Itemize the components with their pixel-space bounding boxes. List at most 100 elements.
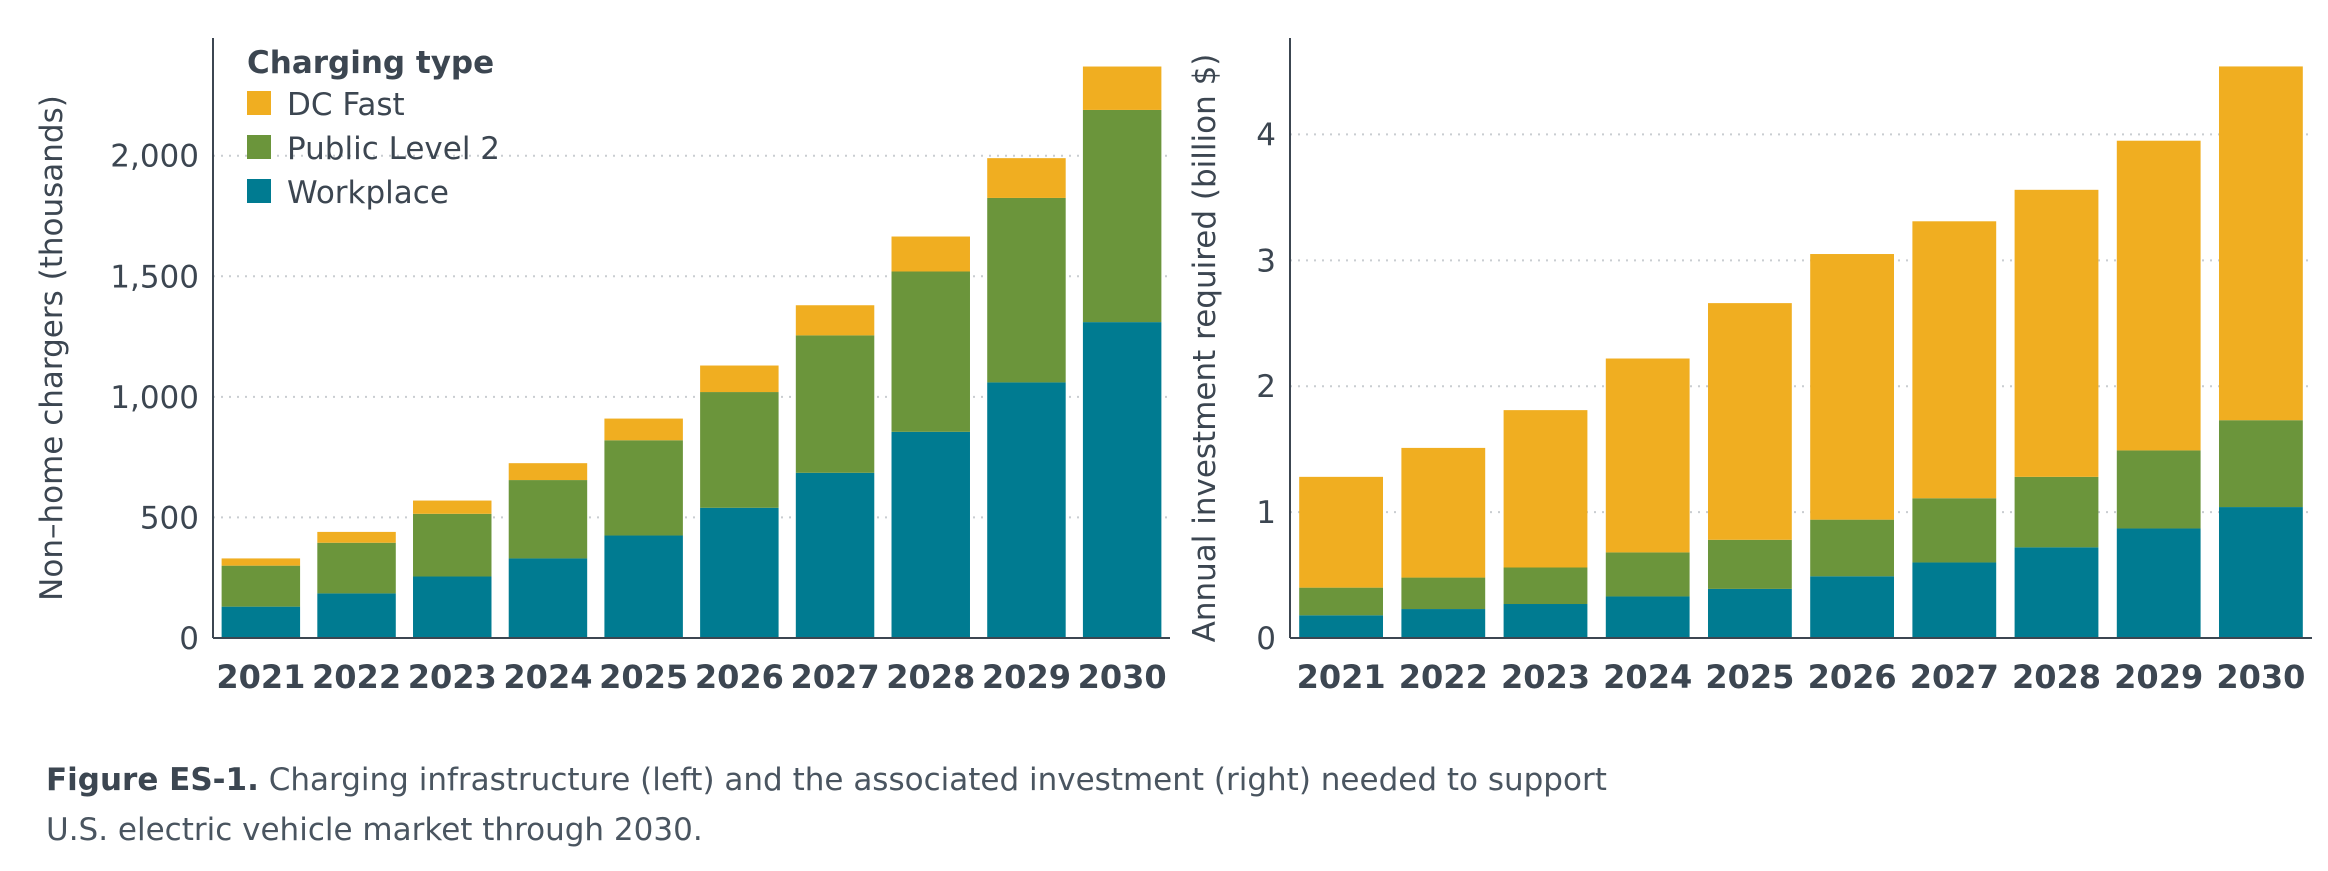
y-tick-label: 2	[1256, 369, 1276, 405]
bar-workplace-2027	[795, 472, 875, 638]
bar-dc-fast-2027	[795, 305, 875, 336]
x-tick-label: 2030	[1078, 658, 1167, 696]
bar-workplace-2021	[221, 606, 301, 638]
bar-public-level-2-2025	[1707, 539, 1792, 589]
bar-public-level-2-2028	[891, 271, 970, 432]
x-tick-label: 2021	[1297, 658, 1386, 696]
x-tick-label: 2026	[695, 658, 784, 696]
bar-workplace-2021	[1299, 615, 1384, 638]
x-tick-label: 2024	[1603, 658, 1692, 696]
bar-workplace-2028	[2014, 547, 2099, 638]
bar-public-level-2-2030	[1082, 109, 1162, 323]
bar-dc-fast-2030	[1082, 66, 1162, 110]
legend-swatch	[247, 135, 271, 159]
x-tick-label: 2025	[599, 658, 688, 696]
bar-public-level-2-2026	[1810, 519, 1895, 577]
bar-public-level-2-2023	[1503, 567, 1588, 605]
bar-public-level-2-2021	[221, 565, 301, 607]
bar-public-level-2-2029	[2116, 450, 2201, 529]
bar-workplace-2023	[1503, 604, 1588, 638]
legend: Charging type DC Fast Public Level 2 Workpl…	[247, 45, 500, 211]
bar-dc-fast-2029	[2116, 140, 2201, 451]
bar-public-level-2-2029	[987, 197, 1066, 383]
bar-dc-fast-2029	[987, 158, 1066, 198]
legend-swatch	[247, 91, 271, 115]
bar-public-level-2-2030	[2218, 420, 2303, 508]
x-tick-label: 2022	[1399, 658, 1488, 696]
bar-public-level-2-2024	[1605, 552, 1690, 597]
bar-dc-fast-2025	[604, 418, 683, 441]
x-tick-label: 2021	[216, 658, 305, 696]
x-tick-label: 2023	[1501, 658, 1590, 696]
bar-dc-fast-2030	[2218, 66, 2303, 421]
chart-right-investment: 0 1 2 3 4 2021 2022 2023 2024 2025 2026 2027 2028 202…	[1187, 38, 2312, 696]
bar-workplace-2022	[1401, 609, 1486, 638]
bar-workplace-2030	[2218, 507, 2303, 638]
x-tick-label: 2030	[2216, 658, 2305, 696]
bar-dc-fast-2021	[1299, 476, 1384, 588]
caption-text: Charging infrastructure (left) and the a…	[46, 762, 1607, 848]
figure-caption: Figure ES-1. Charging infrastructure (le…	[46, 755, 1646, 855]
y-tick-label: 500	[140, 500, 199, 536]
bar-dc-fast-2023	[413, 500, 492, 514]
x-tick-label: 2029	[2114, 658, 2203, 696]
y-tick-label: 1,000	[110, 380, 199, 416]
bar-workplace-2026	[1810, 576, 1895, 638]
legend-label: Public Level 2	[287, 131, 500, 167]
bar-dc-fast-2024	[508, 463, 588, 481]
bar-public-level-2-2028	[2014, 476, 2099, 548]
bar-workplace-2025	[1707, 588, 1792, 638]
x-tick-label: 2022	[312, 658, 401, 696]
bar-dc-fast-2022	[317, 531, 396, 543]
bar-workplace-2023	[413, 576, 492, 638]
y-tick-label: 4	[1256, 117, 1276, 153]
legend-swatch	[247, 179, 271, 203]
y-tick-label: 1	[1256, 495, 1276, 531]
y-tick-label: 0	[179, 621, 199, 657]
legend-title: Charging type	[247, 45, 494, 81]
x-tick-label: 2023	[408, 658, 497, 696]
bar-dc-fast-2025	[1707, 303, 1792, 540]
bar-workplace-2029	[2116, 528, 2201, 638]
bar-public-level-2-2022	[1401, 577, 1486, 610]
bar-public-level-2-2022	[317, 542, 396, 594]
x-tick-label: 2027	[1910, 658, 1999, 696]
y-tick-label: 0	[1256, 621, 1276, 657]
x-tick-label: 2025	[1705, 658, 1794, 696]
legend-label: Workplace	[287, 175, 449, 211]
x-tick-label: 2029	[982, 658, 1071, 696]
bar-dc-fast-2026	[700, 365, 779, 393]
x-tick-label: 2028	[2012, 658, 2101, 696]
bar-workplace-2026	[700, 507, 779, 638]
bar-public-level-2-2025	[604, 440, 683, 536]
legend-label: DC Fast	[287, 87, 405, 123]
x-tick-label: 2026	[1808, 658, 1897, 696]
bar-workplace-2028	[891, 431, 970, 638]
bar-dc-fast-2021	[221, 558, 301, 566]
bar-dc-fast-2026	[1810, 254, 1895, 520]
bar-dc-fast-2024	[1605, 358, 1690, 553]
bar-workplace-2024	[508, 558, 588, 638]
bar-workplace-2025	[604, 535, 683, 638]
bar-workplace-2029	[987, 382, 1066, 638]
bar-dc-fast-2028	[891, 236, 970, 272]
y-tick-label: 3	[1256, 243, 1276, 279]
x-tick-label: 2027	[791, 658, 880, 696]
bar-public-level-2-2023	[413, 513, 492, 577]
bar-workplace-2022	[317, 593, 396, 638]
y-tick-label: 1,500	[110, 259, 199, 295]
y-axis-title: Annual investment required (billion $)	[1187, 54, 1223, 643]
y-axis-title: Non–home chargers (thousands)	[34, 95, 70, 601]
bar-dc-fast-2028	[2014, 189, 2099, 477]
bar-dc-fast-2023	[1503, 410, 1588, 568]
y-tick-label: 2,000	[110, 139, 199, 175]
bar-workplace-2024	[1605, 596, 1690, 638]
bar-public-level-2-2024	[508, 480, 588, 559]
caption-label: Figure ES-1.	[46, 762, 259, 798]
x-tick-label: 2024	[503, 658, 592, 696]
bar-workplace-2030	[1082, 322, 1162, 638]
bar-public-level-2-2021	[1299, 587, 1384, 616]
x-tick-label: 2028	[886, 658, 975, 696]
